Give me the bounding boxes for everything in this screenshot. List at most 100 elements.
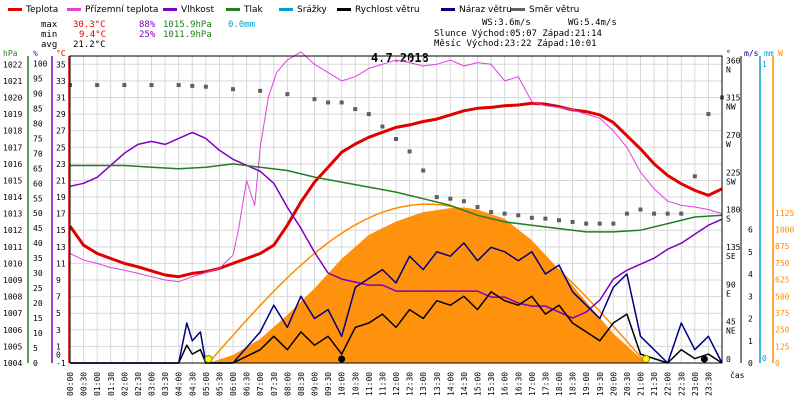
tick-label-time: 03:00 bbox=[148, 372, 157, 396]
tick-label-percent: 15 bbox=[33, 314, 43, 323]
legend-swatch bbox=[337, 8, 351, 11]
tick-label-celsius: 23 bbox=[56, 160, 66, 169]
tick-label-time: 09:00 bbox=[311, 372, 320, 396]
tick-label-time: 16:30 bbox=[514, 372, 523, 396]
wind-direction-point bbox=[231, 87, 235, 92]
axis-unit-wind: m/s bbox=[744, 49, 759, 58]
legend-swatch bbox=[67, 8, 81, 11]
tick-label-direction: 90 bbox=[726, 280, 736, 289]
tick-label-time: 19:00 bbox=[582, 372, 591, 396]
tick-label-time: 08:00 bbox=[283, 372, 292, 396]
tick-label-direction-compass: S bbox=[726, 215, 731, 224]
tick-label-wind: 1 bbox=[748, 337, 753, 346]
tick-label-hpa: 1007 bbox=[3, 309, 22, 318]
tick-label-rain: 0 bbox=[762, 354, 767, 363]
tick-label-time: 18:00 bbox=[555, 372, 564, 396]
tick-label-radiation: 1125 bbox=[775, 209, 794, 218]
tick-label-time: 04:00 bbox=[175, 372, 184, 396]
moon-marker bbox=[700, 355, 708, 363]
tick-label-percent: 10 bbox=[33, 329, 43, 338]
tick-label-time: 13:30 bbox=[433, 372, 442, 396]
chart-title: 4.7.2018 bbox=[371, 51, 429, 65]
wind-direction-point bbox=[380, 124, 385, 129]
tick-label-time: 23:00 bbox=[691, 372, 700, 396]
tick-label-time: 16:00 bbox=[501, 372, 510, 396]
tick-label-percent: 5 bbox=[33, 344, 38, 353]
legend-label: Rychlost větru bbox=[355, 5, 420, 15]
tick-label-hpa: 1015 bbox=[3, 176, 22, 185]
tick-label-percent: 0 bbox=[33, 359, 38, 368]
wind-direction-point bbox=[516, 213, 521, 218]
wind-direction-point bbox=[434, 195, 439, 200]
tick-label-time: 15:00 bbox=[474, 372, 483, 396]
axis-unit-direction: ° bbox=[726, 49, 731, 58]
tick-label-time: 10:00 bbox=[338, 372, 347, 396]
tick-label-celsius: -1 bbox=[56, 359, 66, 368]
tick-label-celsius: 13 bbox=[56, 243, 66, 252]
wind-direction-point bbox=[353, 107, 358, 112]
tick-label-hpa: 1012 bbox=[3, 226, 22, 235]
sun-moon-block: WS:3.6m/s WG:5.4m/s Slunce Východ:05:07 … bbox=[434, 18, 617, 49]
tick-label-time: 12:00 bbox=[392, 372, 401, 396]
plot-area: hPa1004100510061007100810091010101110121… bbox=[3, 49, 794, 396]
tick-label-radiation: 125 bbox=[775, 342, 790, 351]
tick-label-celsius: 7 bbox=[56, 293, 61, 302]
tick-label-hpa: 1021 bbox=[3, 77, 22, 86]
wind-ws: WS:3.6m/s bbox=[482, 18, 531, 28]
stat-avg-temp: 21.2°C bbox=[73, 40, 106, 50]
series-p-zemn-teplota bbox=[69, 51, 723, 283]
tick-label-direction: 135 bbox=[726, 243, 741, 252]
tick-label-wind: 2 bbox=[748, 315, 753, 324]
tick-label-direction-compass: N bbox=[726, 65, 731, 74]
axis-unit-percent: % bbox=[33, 49, 38, 58]
legend-label: Směr větru bbox=[529, 5, 579, 15]
tick-label-direction: 225 bbox=[726, 168, 741, 177]
stat-min-temp: 9.4°C bbox=[79, 30, 106, 40]
wind-direction-point bbox=[326, 100, 331, 105]
tick-label-percent: 95 bbox=[33, 74, 43, 83]
wind-direction-point bbox=[448, 196, 453, 201]
tick-label-time: 11:00 bbox=[365, 372, 374, 396]
tick-label-time: 00:30 bbox=[80, 372, 89, 396]
legend-label: Náraz větru bbox=[459, 5, 512, 15]
sun-marker bbox=[641, 355, 650, 363]
tick-label-hpa: 1014 bbox=[3, 193, 22, 202]
wind-direction-point bbox=[475, 205, 480, 210]
tick-label-radiation: 875 bbox=[775, 242, 790, 251]
wind-direction-point bbox=[489, 209, 494, 214]
tick-label-direction: 315 bbox=[726, 94, 741, 103]
tick-label-direction-compass: SW bbox=[726, 177, 736, 186]
wind-direction-point bbox=[502, 211, 507, 216]
tick-label-time: 22:30 bbox=[677, 372, 686, 396]
wind-direction-point bbox=[529, 215, 534, 220]
legend-swatch bbox=[279, 8, 293, 11]
tick-label-time: 21:00 bbox=[637, 372, 646, 396]
tick-label-direction-compass: NE bbox=[726, 327, 736, 336]
tick-label-celsius: 1 bbox=[56, 342, 61, 351]
tick-label-time: 02:30 bbox=[134, 372, 143, 396]
tick-label-percent: 90 bbox=[33, 89, 43, 98]
legend-swatch bbox=[226, 8, 240, 11]
tick-label-hpa: 1016 bbox=[3, 160, 22, 169]
tick-label-percent: 80 bbox=[33, 119, 43, 128]
wind-direction-point bbox=[366, 112, 371, 117]
tick-label-percent: 85 bbox=[33, 104, 43, 113]
tick-label-direction-compass: SE bbox=[726, 252, 736, 261]
tick-label-wind: 5 bbox=[748, 248, 753, 257]
wind-direction-point bbox=[95, 83, 100, 88]
legend-label: Srážky bbox=[297, 5, 328, 15]
wind-direction-point bbox=[597, 221, 602, 226]
tick-label-celsius: 25 bbox=[56, 143, 66, 152]
tick-label-hpa: 1022 bbox=[3, 60, 22, 69]
sun-theoretical-curve bbox=[207, 203, 644, 364]
wind-direction-point bbox=[692, 174, 697, 179]
legend: Teplota Přízemní teplota Vlhkost Tlak Srážky… bbox=[8, 5, 579, 15]
tick-label-direction-compass: W bbox=[726, 140, 731, 149]
tick-label-hpa: 1011 bbox=[3, 243, 22, 252]
tick-label-time: 08:30 bbox=[297, 372, 306, 396]
tick-label-wind: 0 bbox=[748, 359, 753, 368]
tick-label-hpa: 1018 bbox=[3, 127, 22, 136]
stat-max-press: 1015.9hPa bbox=[163, 20, 212, 30]
wind-direction-point bbox=[407, 149, 412, 154]
